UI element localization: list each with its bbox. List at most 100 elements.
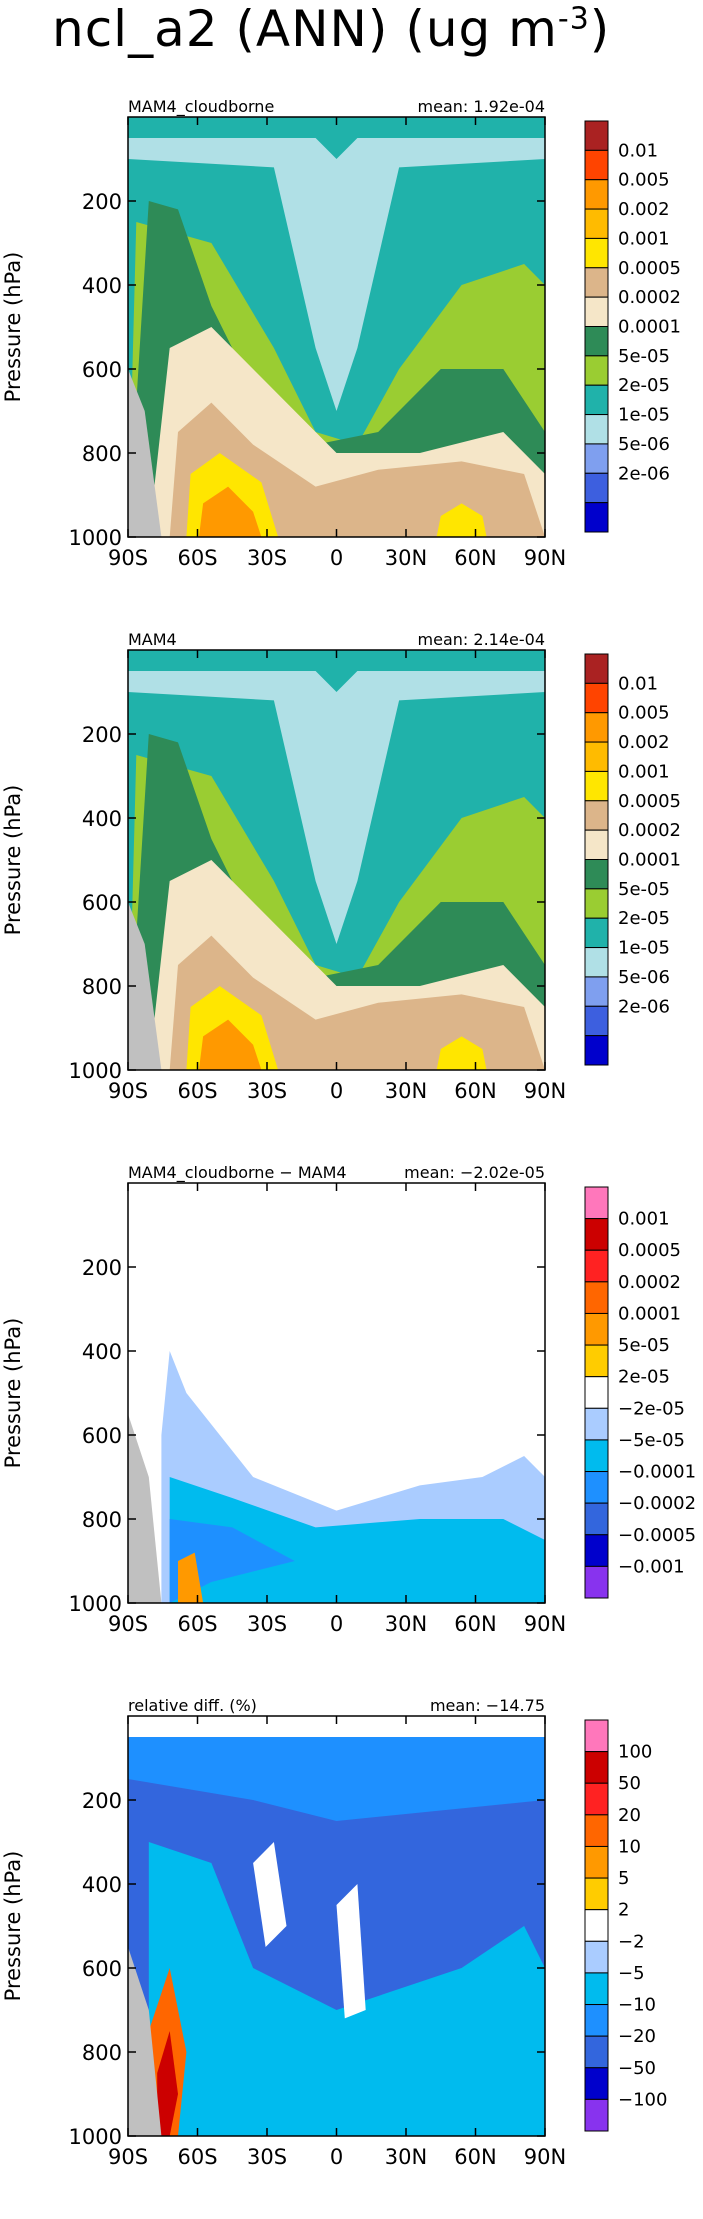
- colorbar-swatch: [584, 859, 609, 890]
- contour-layer: [253, 1842, 287, 1947]
- x-tick-label: 90S: [108, 1612, 148, 1636]
- colorbar-label: 100: [618, 1742, 652, 1763]
- x-tick-label: 0: [330, 546, 343, 570]
- y-tick-label: 800: [82, 442, 122, 466]
- colorbar-swatch: [584, 1751, 609, 1784]
- x-tick-label: 60S: [177, 1612, 217, 1636]
- colorbar-swatch: [584, 1218, 609, 1251]
- colorbar-label: 0.0005: [618, 1240, 681, 1261]
- colorbar-label: −50: [618, 2058, 656, 2079]
- y-tick-label: 800: [82, 1508, 122, 1532]
- x-tick-label: 90N: [524, 1612, 566, 1636]
- y-tick-label: 200: [82, 723, 122, 747]
- contour-layer: [157, 2031, 178, 2136]
- colorbar-label: 50: [618, 1773, 641, 1794]
- colorbar-swatch: [584, 2098, 609, 2132]
- colorbar-label: 5e-05: [618, 346, 670, 367]
- x-tick-label: 90S: [108, 2145, 148, 2169]
- colorbar-swatch: [584, 149, 609, 181]
- x-tick-label: 0: [330, 1079, 343, 1103]
- colorbar-label: 5: [618, 1868, 629, 1889]
- y-axis-label: Pressure (hPa): [1, 1851, 25, 2002]
- colorbar-swatch: [584, 976, 609, 1007]
- contour-layer: [336, 1884, 366, 2019]
- colorbar-label: 0.0005: [618, 258, 681, 279]
- panel-title: MAM4_cloudborne: [128, 100, 274, 117]
- colorbar-label: 2e-05: [618, 908, 670, 929]
- page-title-text: ncl_a2 (ANN) (ug m: [52, 0, 558, 58]
- x-tick-label: 30N: [385, 2145, 427, 2169]
- colorbar-swatch: [584, 653, 609, 684]
- x-tick-label: 60S: [177, 546, 217, 570]
- x-tick-label: 30S: [247, 546, 287, 570]
- colorbar-label: −20: [618, 2026, 656, 2047]
- colorbar-label: 0.0002: [618, 1272, 681, 1293]
- colorbar-label: 0.0002: [618, 287, 681, 308]
- y-tick-label: 1000: [69, 1592, 122, 1616]
- panel-mean-label: mean: 2.14e-04: [418, 633, 545, 649]
- colorbar-swatch: [584, 741, 609, 772]
- colorbar-swatch: [584, 770, 609, 802]
- panel-1-chart: MAM4_cloudborne mean: 1.92e-04 90S 60S 30S 0 3…: [1, 100, 681, 570]
- contour-layer: [178, 1552, 204, 1603]
- missing-data-region: [128, 369, 162, 537]
- colorbar-swatch: [584, 179, 609, 210]
- colorbar-swatch: [584, 829, 609, 860]
- colorbar-swatch: [584, 917, 609, 949]
- colorbar-swatch: [584, 1502, 609, 1536]
- x-tick-label: 30S: [247, 1079, 287, 1103]
- contour-field: [128, 650, 545, 1070]
- contour-layer: [148, 1842, 545, 2136]
- y-tick-label: 600: [82, 358, 122, 382]
- colorbar-swatch: [584, 472, 609, 504]
- y-tick-label: 200: [82, 1789, 122, 1813]
- colorbar-label: 0.001: [618, 761, 670, 782]
- colorbar-label: −5e-05: [618, 1430, 685, 1451]
- colorbar-label: 5e-06: [618, 967, 670, 988]
- x-tick-label: 90S: [108, 1079, 148, 1103]
- colorbar-swatch: [584, 1782, 609, 1816]
- colorbar-label: 2e-05: [618, 1367, 670, 1388]
- x-tick-label: 60N: [454, 1079, 496, 1103]
- colorbar-label: 5e-05: [618, 879, 670, 900]
- colorbar-label: 5e-05: [618, 1335, 670, 1356]
- colorbar-label: −0.0005: [618, 1525, 696, 1546]
- colorbar-swatch: [584, 120, 609, 151]
- colorbar-label: −2: [618, 1931, 645, 1952]
- colorbar-label: −10: [618, 1995, 656, 2016]
- contour-layer: [128, 117, 545, 159]
- y-tick-label: 600: [82, 891, 122, 915]
- x-tick-label: 90N: [524, 1079, 566, 1103]
- colorbar-swatch: [584, 1312, 609, 1346]
- colorbar-swatch: [584, 682, 609, 714]
- panel-3-chart: MAM4_cloudborne − MAM4 mean: −2.02e-05 90S…: [1, 1166, 696, 1636]
- colorbar-label: 0.0002: [618, 820, 681, 841]
- colorbar-label: 0.0001: [618, 850, 681, 871]
- colorbar-swatch: [584, 296, 609, 327]
- colorbar-label: 5e-06: [618, 434, 670, 455]
- colorbar-label: 0.001: [618, 1209, 670, 1230]
- y-tick-label: 600: [82, 1424, 122, 1448]
- colorbar-swatch: [584, 1281, 609, 1314]
- contour-layer: [436, 503, 487, 537]
- x-tick-label: 90S: [108, 546, 148, 570]
- colorbar-swatch: [584, 443, 609, 474]
- colorbar-label: −0.0002: [618, 1493, 696, 1514]
- x-tick-label: 60S: [177, 2145, 217, 2169]
- colorbar-swatch: [584, 1249, 609, 1283]
- colorbar-label: 0.002: [618, 732, 670, 753]
- colorbar-swatch: [584, 237, 609, 269]
- x-tick-label: 60S: [177, 1079, 217, 1103]
- colorbar-swatch: [584, 1407, 609, 1441]
- colorbar-label: −2e-05: [618, 1398, 685, 1419]
- colorbar-swatch: [584, 1534, 609, 1567]
- y-tick-label: 1000: [69, 2125, 122, 2149]
- colorbar-swatch: [584, 1845, 609, 1879]
- contour-layer: [169, 1519, 295, 1603]
- x-tick-label: 60N: [454, 2145, 496, 2169]
- colorbar-swatch: [584, 1471, 609, 1504]
- colorbar-swatch: [584, 414, 609, 445]
- colorbar-label: −5: [618, 1963, 645, 1984]
- colorbar-label: 0.0001: [618, 1303, 681, 1324]
- colorbar-swatch: [584, 355, 609, 386]
